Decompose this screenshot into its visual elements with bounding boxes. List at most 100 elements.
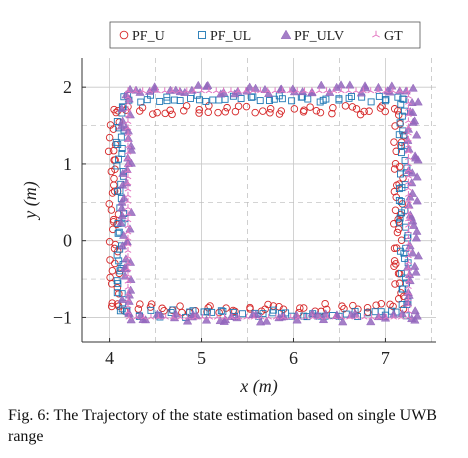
- data-point-pf-ul: [208, 308, 216, 316]
- data-point-gt: [234, 87, 242, 94]
- data-point-gt: [235, 313, 243, 320]
- data-point-pf-u: [168, 110, 176, 119]
- data-point-gt: [368, 313, 376, 320]
- data-point-pf-ulv: [261, 316, 272, 325]
- data-point-pf-u: [386, 300, 394, 309]
- data-point-pf-u: [179, 106, 188, 115]
- data-point-pf-ulv: [126, 207, 136, 216]
- data-point-pf-u: [195, 109, 203, 117]
- data-point-gt: [405, 98, 412, 105]
- data-point-gt: [242, 87, 250, 94]
- data-point-pf-ulv: [121, 178, 132, 187]
- data-point-gt: [124, 259, 132, 266]
- data-point-pf-u: [390, 262, 398, 271]
- data-point-gt: [220, 87, 227, 94]
- data-point-pf-u: [348, 103, 357, 111]
- data-point-pf-ul: [335, 95, 343, 103]
- data-point-gt: [390, 313, 398, 320]
- data-point-gt: [228, 313, 236, 320]
- data-point-gt: [257, 313, 265, 320]
- data-point-gt: [124, 204, 132, 210]
- x-tick-label: 7: [381, 348, 390, 368]
- data-point-gt: [161, 87, 169, 94]
- data-point-gt: [405, 92, 412, 99]
- data-point-pf-ul: [397, 100, 405, 108]
- data-point-pf-u: [395, 162, 404, 171]
- data-point-gt: [405, 264, 412, 271]
- data-point-gt: [405, 178, 412, 185]
- data-point-pf-ulv: [366, 317, 376, 326]
- data-point-pf-u: [136, 300, 144, 308]
- data-point-gt: [124, 136, 132, 143]
- data-point-pf-ulv: [307, 308, 317, 317]
- data-point-gt: [124, 308, 132, 315]
- data-point-pf-ul: [170, 96, 178, 104]
- data-point-pf-u: [259, 107, 267, 115]
- data-point-pf-ulv: [405, 192, 415, 201]
- data-point-gt: [227, 87, 235, 94]
- data-point-pf-ulv: [119, 193, 129, 202]
- data-point-pf-ulv: [135, 310, 146, 319]
- data-point-gt: [250, 313, 258, 320]
- data-point-pf-ulv: [409, 116, 420, 125]
- data-point-gt: [249, 87, 257, 94]
- legend-marker-pf-u: [119, 30, 129, 40]
- data-point-pf-ul: [156, 97, 164, 105]
- data-point-gt: [154, 87, 161, 94]
- data-point-gt: [405, 141, 412, 148]
- data-point-pf-u: [316, 108, 325, 117]
- data-point-pf-ul: [202, 97, 210, 105]
- data-point-gt: [353, 313, 361, 320]
- legend-label-pf-ul: PF_UL: [210, 29, 251, 44]
- data-point-gt: [124, 265, 132, 272]
- data-point-pf-ulv: [193, 80, 203, 89]
- data-point-pf-u: [300, 106, 308, 114]
- data-point-gt: [205, 87, 213, 94]
- data-point-pf-ulv: [318, 314, 329, 324]
- data-point-gt: [198, 87, 205, 94]
- data-point-pf-ulv: [117, 294, 127, 303]
- data-point-pf-u: [261, 305, 269, 313]
- data-point-gt: [338, 313, 346, 320]
- data-point-pf-ulv: [126, 158, 136, 167]
- data-point-pf-ulv: [117, 197, 127, 206]
- data-point-pf-u: [340, 304, 348, 313]
- data-point-pf-ulv: [407, 248, 418, 257]
- data-point-pf-ul: [398, 285, 406, 293]
- data-point-gt: [184, 313, 192, 320]
- data-point-gt: [124, 148, 132, 155]
- legend-label-pf-ulv: PF_ULV: [294, 29, 344, 44]
- data-point-gt: [124, 185, 132, 192]
- data-point-gt: [177, 313, 184, 320]
- data-point-gt: [124, 173, 132, 180]
- data-point-pf-u: [269, 302, 278, 310]
- data-point-pf-ul: [399, 95, 407, 103]
- data-point-gt: [331, 313, 339, 320]
- data-point-gt: [405, 221, 412, 228]
- data-point-pf-ul: [239, 310, 246, 318]
- data-point-pf-ulv: [408, 107, 418, 116]
- data-point-gt: [124, 167, 132, 174]
- data-point-gt: [382, 87, 389, 94]
- legend-label-gt: GT: [384, 29, 403, 44]
- data-point-gt: [124, 234, 132, 241]
- data-point-gt: [316, 313, 324, 320]
- data-point-pf-ulv: [215, 315, 225, 325]
- data-point-gt: [124, 216, 132, 223]
- data-point-gt: [124, 302, 132, 309]
- data-point-pf-u: [108, 189, 117, 197]
- data-point-gt: [301, 87, 308, 94]
- data-point-pf-ul: [266, 97, 273, 105]
- data-point-pf-ul: [187, 94, 195, 102]
- data-point-pf-ulv: [126, 285, 136, 294]
- data-point-pf-u: [266, 105, 275, 113]
- data-point-gt: [294, 313, 302, 320]
- data-point-gt: [389, 87, 397, 94]
- data-point-pf-u: [377, 299, 386, 308]
- data-point-gt: [124, 277, 132, 284]
- data-point-gt: [405, 129, 412, 136]
- data-point-pf-ul: [247, 93, 255, 101]
- x-axis-label: x (m): [239, 376, 277, 397]
- data-point-pf-u: [306, 103, 314, 111]
- data-point-gt: [124, 240, 132, 247]
